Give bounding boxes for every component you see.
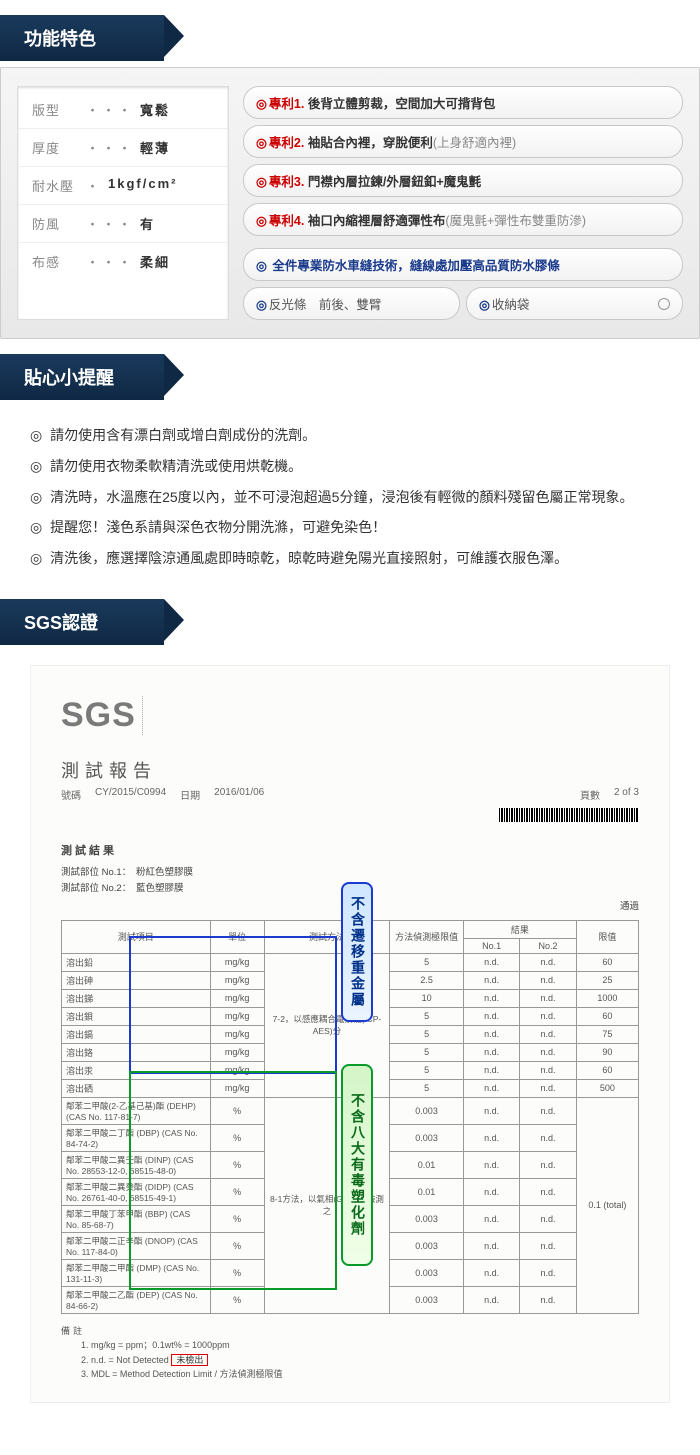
patent-item: ◎專利1. 後背立體剪裁，空間加大可揹背包: [243, 86, 683, 119]
callout-no-heavy-metals: 不含遷移重金屬: [341, 882, 373, 1022]
footnotes: 備註 1. mg/kg = ppm；0.1wt% = 1000ppm 2. n.…: [61, 1324, 639, 1382]
barcode: [499, 808, 639, 822]
spec-row: 耐水壓・1kgf/cm²: [18, 167, 228, 205]
section-banner-tips: 貼心小提醒: [0, 354, 164, 400]
features-panel: 版型・・・寬鬆厚度・・・輕薄耐水壓・1kgf/cm²防風・・・有布感・・・柔細 …: [0, 67, 700, 339]
patent-list: ◎專利1. 後背立體剪裁，空間加大可揹背包 ◎專利2. 袖貼合內裡，穿脫便利(上身…: [243, 86, 683, 320]
meta-code-label: 號碼: [61, 787, 81, 802]
spec-table: 版型・・・寬鬆厚度・・・輕薄耐水壓・1kgf/cm²防風・・・有布感・・・柔細: [17, 86, 229, 320]
spec-row: 布感・・・柔細: [18, 243, 228, 280]
spec-row: 厚度・・・輕薄: [18, 129, 228, 167]
sgs-report: SGS 測試報告 號碼 CY/2015/C0994 日期 2016/01/06 …: [30, 665, 670, 1403]
circle-icon: [658, 298, 670, 310]
feature-sewing: ◎ 全件專業防水車縫技術，縫線處加壓高品質防水膠條: [243, 248, 683, 281]
notes-head: 備註: [61, 1324, 639, 1338]
care-tips: 請勿使用含有漂白劑或增白劑成份的洗劑。請勿使用衣物柔軟精清洗或使用烘乾機。清洗時…: [0, 400, 700, 584]
feature-pouch: ◎收納袋: [466, 287, 683, 320]
patent-item: ◎專利3. 門襟內層拉鍊/外層鈕釦+魔鬼氈: [243, 164, 683, 197]
not-detected-highlight: 未檢出: [171, 1354, 208, 1366]
patent-item: ◎專利2. 袖貼合內裡，穿脫便利(上身舒適內裡): [243, 125, 683, 158]
section-banner-features: 功能特色: [0, 15, 164, 61]
meta-date: 2016/01/06: [214, 787, 264, 802]
part2-label: 測試部位 No.2: [61, 883, 122, 894]
tip-line: 清洗後，應選擇陰涼通風處即時晾乾，晾乾時避免陽光直接照射，可維護衣服色澤。: [30, 543, 670, 574]
note-3: 3. MDL = Method Detection Limit / 方法偵測極限…: [61, 1367, 639, 1381]
patent-item: ◎專利4. 袖口內縮裡層舒適彈性布(魔鬼氈+彈性布雙重防滲): [243, 203, 683, 236]
tip-line: 提醒您！淺色系請與深色衣物分開洗滌，可避免染色！: [30, 512, 670, 543]
sgs-logo: SGS: [61, 696, 143, 735]
spec-row: 防風・・・有: [18, 205, 228, 243]
meta-code: CY/2015/C0994: [95, 787, 166, 802]
note-2: 2. n.d. = Not Detected 未檢出: [61, 1353, 639, 1367]
feature-reflective: ◎反光條 前後、雙臂: [243, 287, 460, 320]
highlight-box-phthalates: [129, 1071, 337, 1290]
callout-no-plasticizers: 不含八大有毒塑化劑: [341, 1064, 373, 1266]
note-1: 1. mg/kg = ppm；0.1wt% = 1000ppm: [61, 1338, 639, 1352]
meta-date-label: 日期: [180, 787, 200, 802]
spec-row: 版型・・・寬鬆: [18, 91, 228, 129]
part2-value: ： 藍色塑膠膜: [122, 883, 184, 894]
part1-label: 測試部位 No.1: [61, 867, 122, 878]
tip-line: 請勿使用含有漂白劑或增白劑成份的洗劑。: [30, 420, 670, 451]
meta-page: 2 of 3: [614, 787, 639, 802]
tip-line: 清洗時，水溫應在25度以內，並不可浸泡超過5分鐘，浸泡後有輕微的顏料殘留色屬正常…: [30, 482, 670, 513]
highlight-box-metals: [129, 936, 337, 1074]
tip-line: 請勿使用衣物柔軟精清洗或使用烘乾機。: [30, 451, 670, 482]
results-heading: 測試結果: [61, 842, 639, 858]
part1-value: ： 粉紅色塑膠膜: [122, 867, 193, 878]
section-banner-sgs: SGS認證: [0, 599, 164, 645]
meta-page-label: 頁數: [580, 787, 600, 802]
report-title: 測試報告: [61, 757, 639, 783]
